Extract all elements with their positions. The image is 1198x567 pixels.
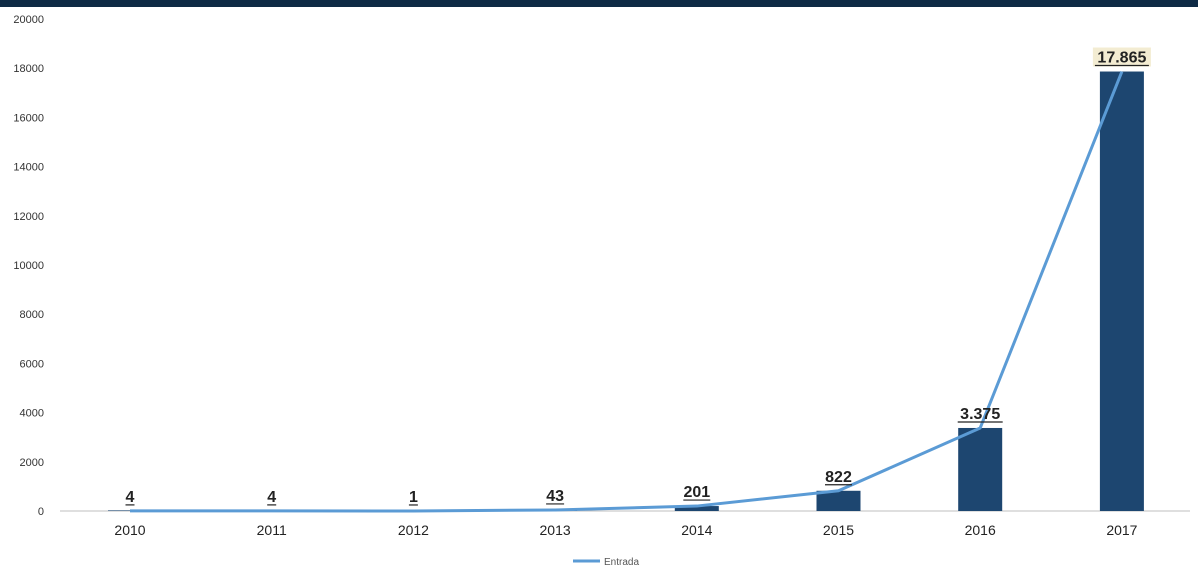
- legend-label-entrada: Entrada: [604, 557, 639, 567]
- data-label: 17.865: [1097, 50, 1146, 67]
- bar-2016: [958, 427, 1003, 511]
- x-tick-label: 2017: [1106, 522, 1137, 538]
- data-label: 822: [825, 469, 852, 486]
- data-label-highlight: [1092, 47, 1151, 67]
- legend: Entrada: [573, 557, 639, 567]
- y-tick-label: 4000: [20, 408, 44, 420]
- y-tick-label: 16000: [13, 112, 44, 124]
- y-tick-label: 20000: [13, 14, 44, 26]
- data-label-group-2014: 201: [683, 484, 711, 501]
- x-tick-label: 2011: [257, 522, 287, 538]
- y-tick-label: 0: [38, 506, 44, 518]
- data-label-group-2010: 4: [125, 489, 135, 506]
- data-label: 4: [126, 489, 135, 506]
- bar-2015: [816, 490, 861, 511]
- y-tick-label: 10000: [13, 260, 44, 272]
- line-series-entrada: [130, 70, 1124, 513]
- x-tick-label: 2016: [965, 522, 996, 538]
- data-label-group-2015: 822: [825, 469, 852, 486]
- data-label: 1: [409, 489, 418, 506]
- data-label: 201: [683, 484, 710, 501]
- y-tick-label: 2000: [20, 457, 44, 469]
- y-tick-label: 12000: [13, 211, 44, 223]
- y-tick-label: 18000: [13, 63, 44, 75]
- x-tick-label: 2014: [681, 522, 712, 538]
- y-tick-label: 8000: [20, 309, 44, 321]
- data-label-group-2011: 4: [267, 489, 276, 506]
- data-label-group-2016: 3.375: [957, 406, 1003, 423]
- x-tick-label: 2015: [823, 522, 854, 538]
- bar-2014: [674, 506, 719, 511]
- bar-2017: [1099, 71, 1144, 512]
- x-tick-label: 2012: [398, 522, 429, 538]
- data-label-group-2012: 1: [408, 489, 418, 506]
- data-label: 3.375: [960, 406, 1000, 423]
- y-tick-label: 14000: [13, 162, 44, 174]
- data-label: 4: [267, 489, 276, 506]
- data-label: 43: [546, 488, 564, 505]
- x-tick-label: 2013: [540, 522, 571, 538]
- x-tick-label: 2010: [114, 522, 145, 538]
- top-band: [0, 0, 1198, 7]
- data-label-group-2013: 43: [546, 488, 565, 505]
- y-tick-label: 6000: [20, 358, 44, 370]
- data-label-group-2017: 17.865: [1092, 47, 1151, 67]
